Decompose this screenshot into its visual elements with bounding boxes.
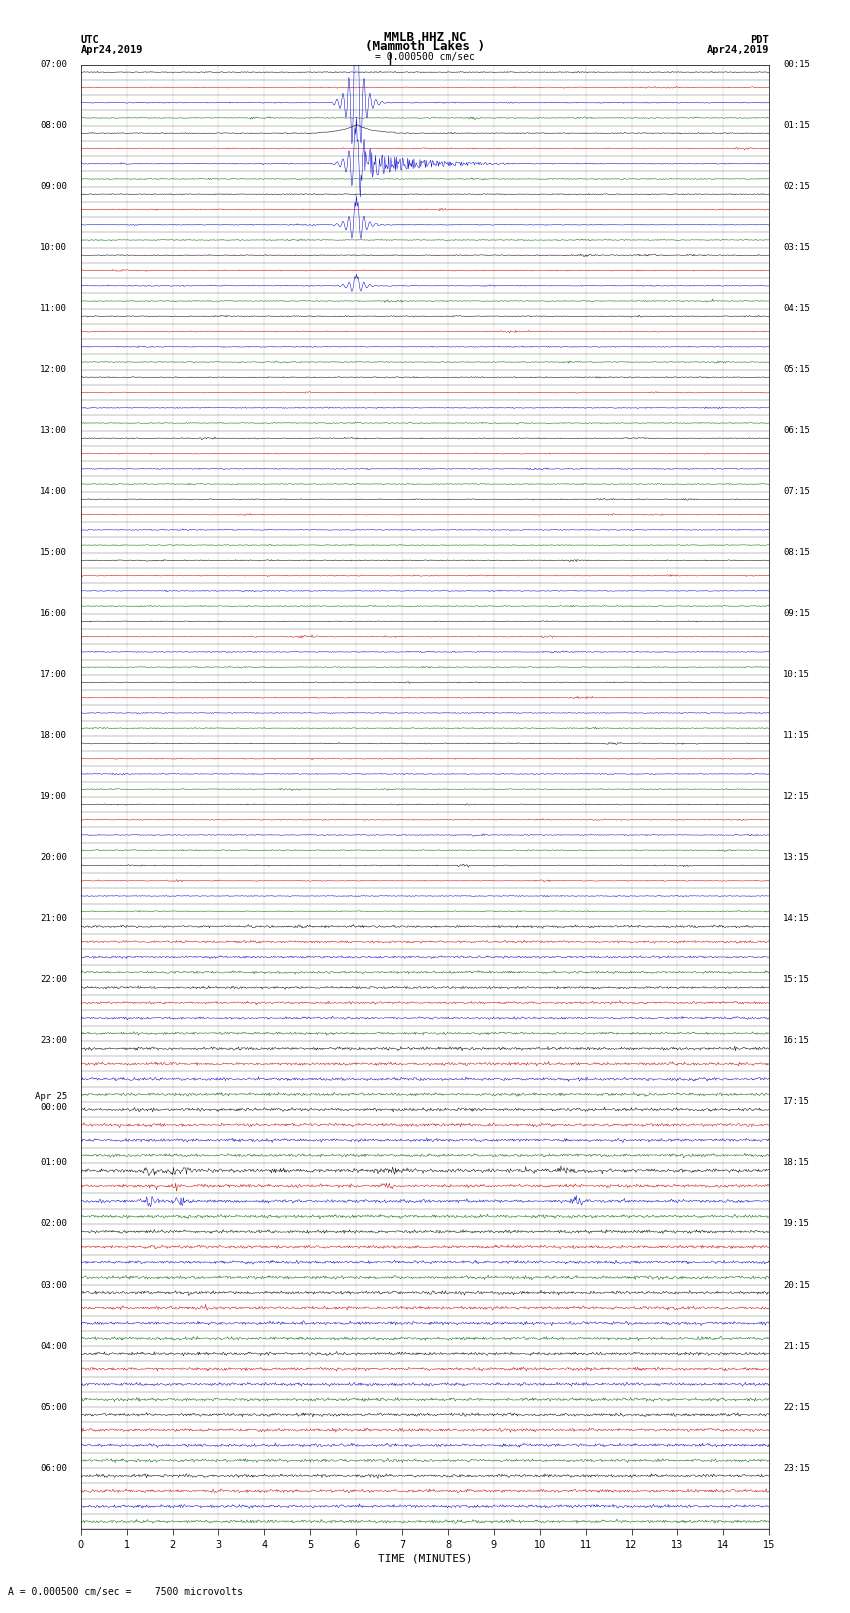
Text: 03:15: 03:15 (783, 244, 810, 252)
Text: Apr24,2019: Apr24,2019 (81, 45, 144, 55)
Text: 21:00: 21:00 (40, 915, 67, 923)
Text: 05:15: 05:15 (783, 365, 810, 374)
Text: 01:00: 01:00 (40, 1158, 67, 1168)
Text: 16:15: 16:15 (783, 1037, 810, 1045)
Text: 23:00: 23:00 (40, 1037, 67, 1045)
Text: 15:15: 15:15 (783, 976, 810, 984)
Text: 19:15: 19:15 (783, 1219, 810, 1229)
Text: = 0.000500 cm/sec: = 0.000500 cm/sec (375, 52, 475, 61)
Text: 23:15: 23:15 (783, 1463, 810, 1473)
Text: 04:15: 04:15 (783, 305, 810, 313)
Text: 16:00: 16:00 (40, 610, 67, 618)
Text: Apr 25
00:00: Apr 25 00:00 (35, 1092, 67, 1111)
Text: 13:15: 13:15 (783, 853, 810, 863)
Text: (Mammoth Lakes ): (Mammoth Lakes ) (365, 40, 485, 53)
Text: 06:00: 06:00 (40, 1463, 67, 1473)
Text: 04:00: 04:00 (40, 1342, 67, 1350)
Text: 19:00: 19:00 (40, 792, 67, 802)
Text: 21:15: 21:15 (783, 1342, 810, 1350)
X-axis label: TIME (MINUTES): TIME (MINUTES) (377, 1553, 473, 1563)
Text: 13:00: 13:00 (40, 426, 67, 436)
Text: MMLB HHZ NC: MMLB HHZ NC (383, 31, 467, 44)
Text: 05:00: 05:00 (40, 1403, 67, 1411)
Text: 10:15: 10:15 (783, 671, 810, 679)
Text: 15:00: 15:00 (40, 548, 67, 556)
Text: 02:15: 02:15 (783, 182, 810, 190)
Text: 07:15: 07:15 (783, 487, 810, 497)
Text: UTC: UTC (81, 35, 99, 45)
Text: 22:00: 22:00 (40, 976, 67, 984)
Text: 14:00: 14:00 (40, 487, 67, 497)
Text: 17:15: 17:15 (783, 1097, 810, 1107)
Text: A = 0.000500 cm/sec =    7500 microvolts: A = 0.000500 cm/sec = 7500 microvolts (8, 1587, 243, 1597)
Text: 07:00: 07:00 (40, 60, 67, 69)
Text: 11:15: 11:15 (783, 731, 810, 740)
Text: 09:15: 09:15 (783, 610, 810, 618)
Text: 03:00: 03:00 (40, 1281, 67, 1289)
Text: 22:15: 22:15 (783, 1403, 810, 1411)
Text: 02:00: 02:00 (40, 1219, 67, 1229)
Text: 20:15: 20:15 (783, 1281, 810, 1289)
Text: 17:00: 17:00 (40, 671, 67, 679)
Text: 12:00: 12:00 (40, 365, 67, 374)
Text: 09:00: 09:00 (40, 182, 67, 190)
Text: 14:15: 14:15 (783, 915, 810, 923)
Text: 00:15: 00:15 (783, 60, 810, 69)
Text: 08:00: 08:00 (40, 121, 67, 131)
Text: 01:15: 01:15 (783, 121, 810, 131)
Text: 18:00: 18:00 (40, 731, 67, 740)
Text: 18:15: 18:15 (783, 1158, 810, 1168)
Text: PDT: PDT (751, 35, 769, 45)
Text: 20:00: 20:00 (40, 853, 67, 863)
Text: 11:00: 11:00 (40, 305, 67, 313)
Text: 12:15: 12:15 (783, 792, 810, 802)
Text: 06:15: 06:15 (783, 426, 810, 436)
Text: 08:15: 08:15 (783, 548, 810, 556)
Text: Apr24,2019: Apr24,2019 (706, 45, 769, 55)
Text: 10:00: 10:00 (40, 244, 67, 252)
